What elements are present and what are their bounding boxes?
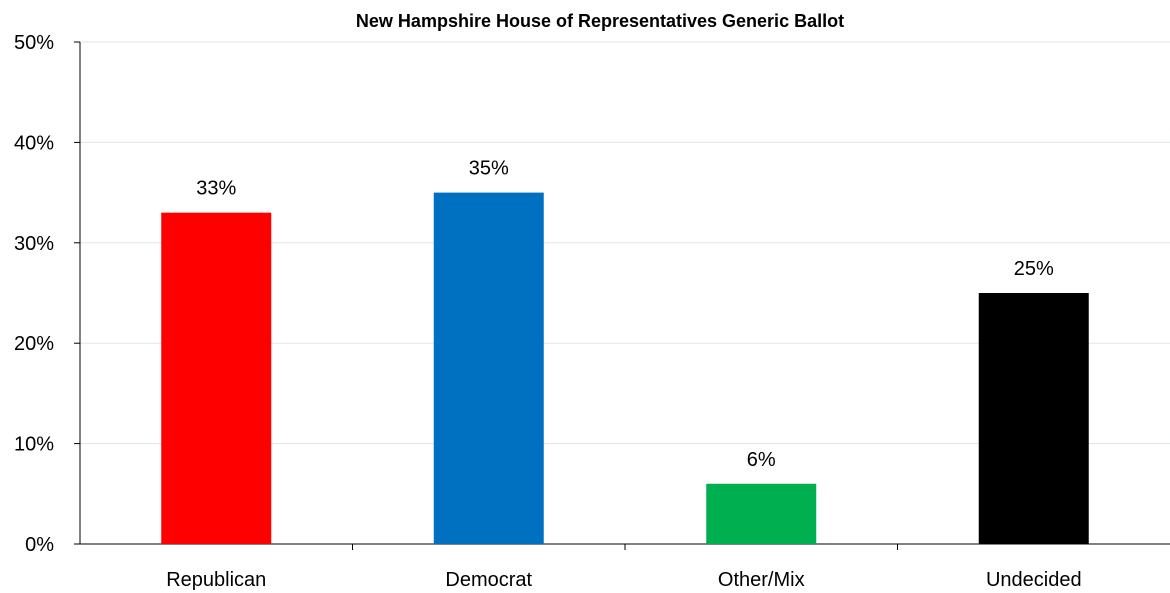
data-label: 35% xyxy=(469,158,509,180)
data-label: 6% xyxy=(747,449,776,471)
y-tick-label: 0% xyxy=(25,534,54,556)
chart-title: New Hampshire House of Representatives G… xyxy=(356,11,844,31)
y-tick-label: 20% xyxy=(14,333,54,355)
bar-undecided xyxy=(978,293,1089,544)
bar-other-mix xyxy=(706,483,817,544)
category-label: Other/Mix xyxy=(718,569,805,591)
y-tick-label: 40% xyxy=(14,132,54,154)
y-tick-labels: 0% 10% 20% 30% 40% 50% xyxy=(14,32,54,556)
y-tick-label: 50% xyxy=(14,32,54,54)
data-labels: 33% 35% 6% 25% xyxy=(196,158,1054,471)
bar-republican xyxy=(161,212,272,544)
bar-democrat xyxy=(433,192,544,544)
category-label: Undecided xyxy=(986,569,1082,591)
bars xyxy=(161,192,1089,544)
y-tick-label: 10% xyxy=(14,434,54,456)
data-label: 33% xyxy=(196,178,236,200)
category-label: Republican xyxy=(166,569,266,591)
category-label: Democrat xyxy=(445,569,532,591)
y-tick-label: 30% xyxy=(14,233,54,255)
category-labels: Republican Democrat Other/Mix Undecided xyxy=(166,569,1081,591)
data-label: 25% xyxy=(1014,258,1054,280)
